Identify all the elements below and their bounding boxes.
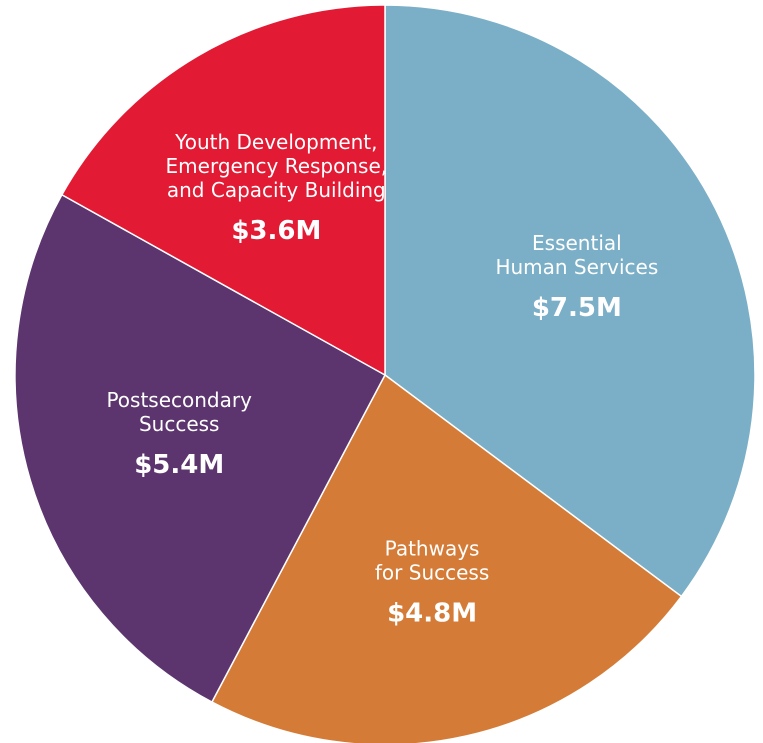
slice-value-youth-development-emergency-response-and-capacity-building: $3.6M [231, 216, 321, 246]
slice-label-youth-development-emergency-response-and-capacity-building-line-2: Emergency Response, [166, 154, 388, 178]
slice-label-pathways-for-success-line-2: for Success [375, 560, 489, 584]
slice-value-essential-human-services: $7.5M [532, 293, 622, 323]
slice-value-pathways-for-success: $4.8M [387, 598, 477, 628]
slice-label-postsecondary-success-line-2: Success [139, 412, 220, 436]
pie-slice-youth-development-emergency-response-and-capacity-building [60, 4, 386, 377]
slice-label-essential-human-services-line-2: Human Services [495, 255, 658, 279]
slice-label-essential-human-services-line-1: Essential [532, 231, 622, 255]
slice-label-group-youth-development-emergency-response-and-capacity-building: Youth Development,Emergency Response,and… [166, 130, 388, 246]
slice-label-youth-development-emergency-response-and-capacity-building-line-3: and Capacity Building [167, 178, 386, 202]
pie-slice-essential-human-services [384, 4, 756, 598]
pie-slices [14, 4, 756, 743]
pie-slice-postsecondary-success [14, 193, 387, 704]
slice-label-youth-development-emergency-response-and-capacity-building-line-1: Youth Development, [174, 130, 377, 154]
slice-label-pathways-for-success-line-1: Pathways [385, 536, 480, 560]
slice-label-postsecondary-success-line-1: Postsecondary [106, 388, 252, 412]
pie-slice-pathways-for-success [210, 373, 683, 743]
slice-value-postsecondary-success: $5.4M [134, 450, 224, 480]
